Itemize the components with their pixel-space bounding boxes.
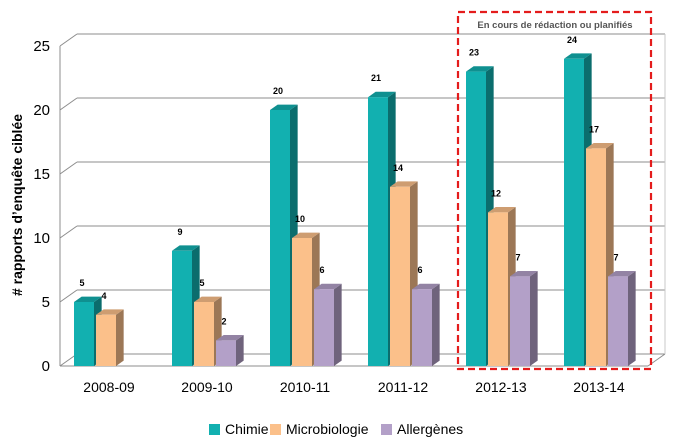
bar-side <box>530 271 538 366</box>
data-label: 2 <box>221 316 226 326</box>
y-tick-label: 5 <box>42 294 50 311</box>
bar-allergènes-2009-10 <box>216 340 236 366</box>
bar-chimie-2012-13 <box>466 71 486 366</box>
bar-top <box>412 283 440 290</box>
bar-top <box>564 53 592 59</box>
bar-top <box>466 66 494 72</box>
bar-top <box>96 309 124 315</box>
x-tick-label: 2009-10 <box>181 379 233 395</box>
bars <box>74 53 636 367</box>
bar-chimie-2010-11 <box>270 110 290 366</box>
legend: Chimie Microbiologie Allergènes <box>209 421 463 437</box>
x-tick-label: 2008-09 <box>83 379 135 395</box>
bar-allergènes-2010-11 <box>314 289 334 366</box>
bar-chimie-2011-12 <box>368 97 388 366</box>
y-axis-label: # rapports d’enquête ciblée <box>9 114 25 296</box>
data-label: 5 <box>79 278 84 288</box>
data-label: 23 <box>469 48 479 58</box>
bar-microbiologie-2010-11 <box>292 238 312 366</box>
legend-label: Microbiologie <box>286 421 369 437</box>
bar-top <box>390 181 418 187</box>
bar-top <box>586 143 614 149</box>
bar-microbiologie-2008-09 <box>96 314 116 366</box>
legend-swatch <box>209 424 220 435</box>
x-tick-label: 2010-11 <box>280 379 331 395</box>
data-label: 7 <box>515 252 520 262</box>
bar-chimie-2008-09 <box>74 302 94 366</box>
y-tick-label: 25 <box>33 38 50 55</box>
data-labels: 5 4 9 5 2 20 10 6 21 14 6 23 12 7 24 17 7 <box>79 35 618 327</box>
bar-top <box>510 271 538 277</box>
data-label: 10 <box>295 214 305 224</box>
bar-top <box>488 207 516 213</box>
x-tick-label: 2013-14 <box>573 379 625 395</box>
bar-top <box>314 283 342 290</box>
data-label: 12 <box>491 188 501 198</box>
bar-top <box>368 91 396 98</box>
data-label: 6 <box>319 265 324 275</box>
data-label: 5 <box>199 278 204 288</box>
bar-microbiologie-2011-12 <box>390 186 410 366</box>
data-label: 14 <box>393 163 403 173</box>
gridline-slant <box>59 225 78 239</box>
bar-top <box>270 104 298 110</box>
bar-side <box>116 309 124 366</box>
bar-allergènes-2012-13 <box>510 276 530 366</box>
legend-label: Chimie <box>225 421 269 437</box>
data-label: 20 <box>273 86 283 96</box>
legend-swatch <box>381 424 392 435</box>
gridline-slant <box>59 289 78 303</box>
data-label: 6 <box>417 265 422 275</box>
data-label: 4 <box>101 291 106 301</box>
y-tick-label: 10 <box>33 230 50 247</box>
x-tick-label: 2012-13 <box>475 379 527 395</box>
y-tick-label: 0 <box>42 358 50 375</box>
y-tick-label: 20 <box>33 102 50 119</box>
bar-microbiologie-2009-10 <box>194 302 214 366</box>
legend-swatch <box>270 424 281 435</box>
x-tick-label: 2011-12 <box>378 379 429 395</box>
data-label: 7 <box>613 252 618 262</box>
bar-allergènes-2011-12 <box>412 289 432 366</box>
bar-top <box>292 232 320 238</box>
data-label: 9 <box>177 227 182 237</box>
bar-top <box>194 296 222 302</box>
bar-top <box>74 296 102 302</box>
bar-microbiologie-2013-14 <box>586 148 606 366</box>
planned-annotation: En cours de rédaction ou planifiés <box>456 10 653 371</box>
bar-side <box>628 271 636 366</box>
bar-side <box>236 335 244 366</box>
bar-microbiologie-2012-13 <box>488 212 508 366</box>
bar-chimie-2009-10 <box>172 250 192 366</box>
bar-side <box>432 283 440 366</box>
bar-chimie-2013-14 <box>564 58 584 367</box>
bar-top <box>172 245 200 251</box>
bar-top <box>608 271 636 277</box>
gridline-slant <box>59 161 78 175</box>
data-label: 17 <box>589 124 599 134</box>
gridline-slant <box>59 97 78 111</box>
gridline-slant <box>59 33 78 47</box>
bar-top <box>216 335 244 341</box>
legend-label: Allergènes <box>397 421 463 437</box>
annotation-text: En cours de rédaction ou planifiés <box>477 20 632 31</box>
data-label: 24 <box>567 35 577 45</box>
bar-side <box>334 283 342 366</box>
y-tick-label: 15 <box>33 166 50 183</box>
data-label: 21 <box>371 73 381 83</box>
bar-allergènes-2013-14 <box>608 276 628 366</box>
